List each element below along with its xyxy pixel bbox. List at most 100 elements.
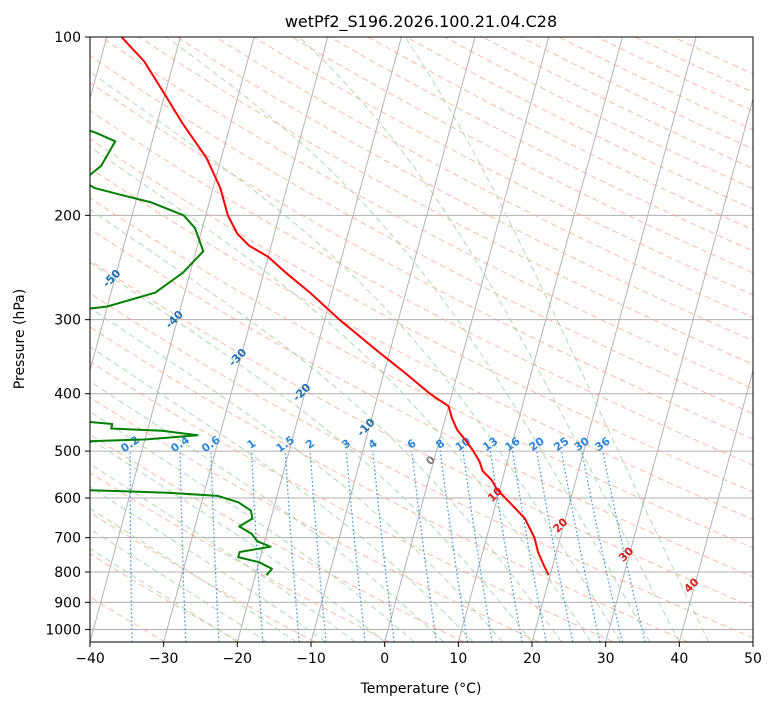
- y-tick-label: 300: [54, 313, 81, 329]
- dry-adiabat: [405, 37, 753, 210]
- dry-adiabat: [90, 472, 390, 642]
- mixing-ratio-label: 6: [405, 437, 419, 452]
- y-tick-label: 400: [54, 387, 81, 403]
- isotherm-line: [457, 37, 623, 642]
- x-tick-label: −10: [296, 651, 326, 667]
- moist-adiabat: [90, 463, 356, 642]
- isotherm-line: [531, 37, 697, 642]
- moist-adiabat: [90, 411, 415, 642]
- x-tick-label: −40: [75, 651, 105, 667]
- dry-adiabat: [138, 37, 753, 365]
- x-tick-label: −30: [149, 651, 179, 667]
- dry-adiabat: [90, 596, 166, 642]
- dry-adiabat: [444, 37, 753, 190]
- isotherm-line: [752, 640, 753, 642]
- moist-adiabat: [90, 71, 621, 642]
- mixing-ratio-line: [462, 451, 493, 642]
- x-tick-label: 40: [670, 651, 688, 667]
- x-tick-label: 30: [597, 651, 615, 667]
- y-tick-label: 700: [54, 531, 81, 547]
- x-tick-label: 20: [523, 651, 541, 667]
- y-tick-label: 1000: [45, 622, 81, 638]
- dry-adiabat: [90, 326, 689, 642]
- isotherm-line: [384, 37, 550, 642]
- dry-adiabat: [367, 37, 753, 231]
- isotherm-label: -40: [163, 308, 186, 331]
- background-lines: [82, 37, 753, 642]
- dry-adiabat: [90, 109, 753, 466]
- dry-adiabat: [90, 553, 241, 642]
- isotherm-label: 20: [550, 515, 570, 535]
- dry-adiabat: [90, 361, 614, 642]
- moist-adiabat: [165, 37, 651, 642]
- isotherm-line: [310, 37, 476, 642]
- mixing-ratio-line: [560, 450, 601, 642]
- mixing-ratio-label: 4: [366, 437, 380, 452]
- mixing-ratio-line: [602, 450, 646, 642]
- x-axis-label: Temperature (°C): [360, 681, 482, 697]
- x-tick-label: 0: [380, 651, 389, 667]
- isotherm-line: [90, 37, 181, 373]
- moist-adiabat: [90, 146, 592, 642]
- chart-title: wetPf2_S196.2026.100.21.04.C28: [285, 12, 557, 32]
- dry-adiabat: [100, 37, 753, 390]
- moist-adiabat: [90, 346, 474, 642]
- x-tick-label: 10: [449, 651, 467, 667]
- moist-adiabat: [90, 208, 562, 642]
- isotherm-label: -10: [354, 416, 377, 439]
- dry-adiabat: [673, 37, 753, 75]
- isotherm-line: [605, 96, 753, 642]
- line-labels: 0.10.20.40.611.52346810131620253036-100-…: [38, 226, 702, 596]
- dry-adiabat: [634, 37, 753, 93]
- dry-adiabat: [90, 260, 753, 608]
- mixing-ratio-line: [372, 451, 395, 642]
- y-tick-label: 100: [54, 30, 81, 46]
- mixing-ratio-line: [536, 450, 574, 642]
- mixing-ratio-label: 1: [245, 437, 259, 452]
- plot-frame: [89, 36, 754, 643]
- moist-adiabat: [90, 261, 533, 642]
- moist-adiabat: [90, 380, 444, 642]
- x-tick-label: −20: [223, 651, 253, 667]
- mixing-ratio-label: 0.1: [72, 433, 95, 455]
- mixing-ratio-line: [345, 451, 366, 642]
- y-tick-label: 500: [54, 444, 81, 460]
- moist-adiabat: [90, 547, 238, 642]
- mixing-ratio-line: [82, 451, 84, 642]
- profile-traces: [90, 37, 550, 576]
- mixing-ratio-label: 8: [433, 437, 447, 452]
- moist-adiabat: [90, 507, 297, 642]
- moist-adiabat: [90, 528, 268, 642]
- dry-adiabat: [90, 82, 753, 440]
- y-tick-label: 800: [54, 565, 81, 581]
- moist-adiabat: [299, 37, 680, 642]
- isotherm-line: [90, 37, 255, 642]
- dry-adiabat: [90, 55, 753, 415]
- isotherm-line: [163, 37, 329, 642]
- dry-adiabat: [90, 167, 753, 521]
- dry-adiabat: [329, 37, 753, 252]
- isotherm-line: [236, 37, 402, 642]
- mixing-ratio-label: 2: [303, 437, 317, 452]
- mixing-ratio-line: [411, 451, 437, 642]
- y-axis-label: Pressure (hPa): [12, 289, 28, 389]
- isotherm-label: -30: [226, 346, 249, 369]
- y-tick-label: 600: [54, 491, 81, 507]
- isotherm-line: [678, 368, 753, 642]
- dry-adiabat: [215, 37, 753, 319]
- dry-adiabat: [90, 433, 465, 642]
- mixing-ratio-line: [129, 451, 133, 642]
- moist-adiabat: [404, 37, 710, 642]
- dry-adiabat: [90, 138, 753, 493]
- dry-adiabat: [253, 37, 753, 296]
- y-tick-label: 200: [54, 208, 81, 224]
- mixing-ratio-line: [284, 451, 300, 642]
- mixing-ratio-line: [439, 451, 469, 642]
- isotherm-label: -60: [38, 226, 61, 249]
- dewpoint-trace: [90, 129, 273, 576]
- dry-adiabat: [90, 197, 753, 549]
- x-tick-label: 50: [744, 651, 762, 667]
- x-axis: −40 −30 −20 −10 0 10 20 30 40 50: [75, 642, 762, 667]
- y-axis: 100 200 300 400 500 600 700 800 900 1000: [45, 30, 90, 638]
